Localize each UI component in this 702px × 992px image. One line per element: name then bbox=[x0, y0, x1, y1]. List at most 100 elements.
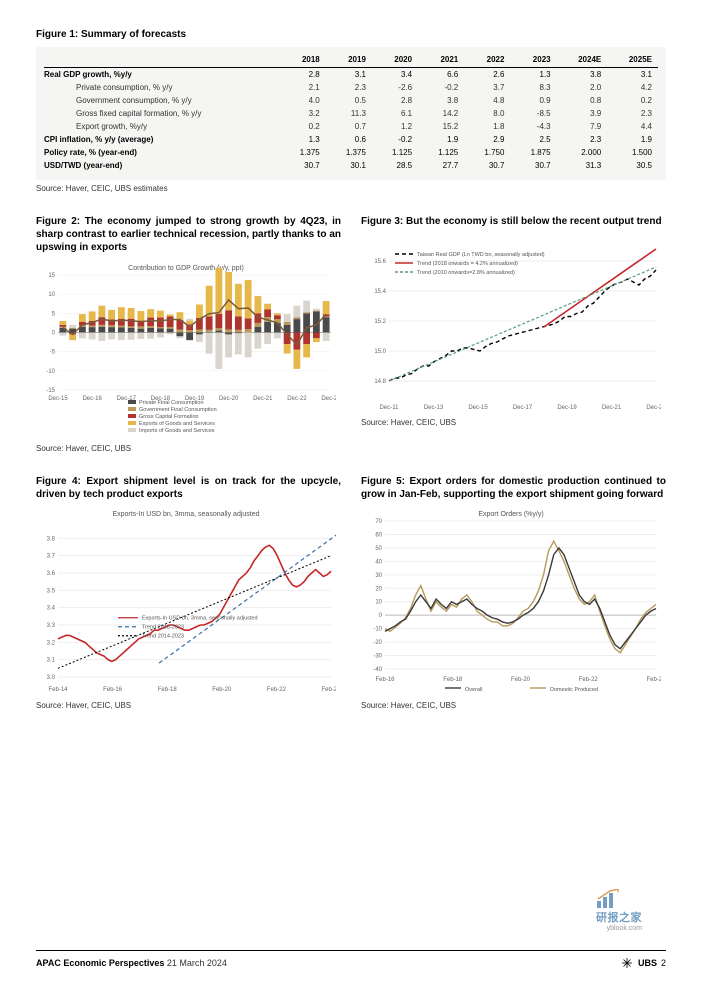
svg-text:Government Final Consumption: Government Final Consumption bbox=[139, 407, 217, 413]
svg-text:Feb-24: Feb-24 bbox=[321, 687, 336, 693]
svg-text:5: 5 bbox=[52, 311, 56, 317]
svg-text:3.8: 3.8 bbox=[47, 536, 56, 542]
svg-text:30: 30 bbox=[375, 573, 382, 579]
footer-doc: APAC Economic Perspectives bbox=[36, 958, 164, 968]
svg-text:Gross Capital Formation: Gross Capital Formation bbox=[139, 414, 199, 420]
svg-text:60: 60 bbox=[375, 532, 382, 538]
footer-date: 21 March 2024 bbox=[167, 958, 227, 968]
figure4-title: Figure 4: Export shipment level is on tr… bbox=[36, 475, 341, 501]
figure1-table-wrap: 2018201920202021202220232024E2025E Real … bbox=[36, 47, 666, 180]
svg-text:3.2: 3.2 bbox=[47, 640, 56, 646]
row-figs-4-5: Figure 4: Export shipment level is on tr… bbox=[36, 475, 666, 710]
svg-text:Trend (2018 onwards = 4.2% ann: Trend (2018 onwards = 4.2% annualized) bbox=[417, 261, 518, 267]
svg-text:3.0: 3.0 bbox=[47, 675, 56, 681]
footer-brand: UBS bbox=[638, 958, 657, 968]
svg-text:Contribution to GDP Growth (y/: Contribution to GDP Growth (y/y, ppt) bbox=[128, 265, 244, 272]
watermark: 研报之家 yblook.com bbox=[596, 889, 642, 932]
svg-text:Feb-20: Feb-20 bbox=[212, 687, 232, 693]
footer-page: 2 bbox=[661, 958, 666, 968]
svg-text:10: 10 bbox=[375, 600, 382, 606]
watermark-text: 研报之家 bbox=[596, 912, 642, 924]
figure1-source: Source: Haver, CEIC, UBS estimates bbox=[36, 184, 666, 193]
svg-text:3.1: 3.1 bbox=[47, 658, 56, 664]
svg-text:Feb-22: Feb-22 bbox=[267, 687, 287, 693]
table-row: Government consumption, % y/y4.00.52.83.… bbox=[44, 94, 658, 107]
figure1-table: 2018201920202021202220232024E2025E Real … bbox=[44, 53, 658, 172]
svg-text:-10: -10 bbox=[373, 627, 382, 633]
svg-text:3.4: 3.4 bbox=[47, 606, 56, 612]
svg-text:3.7: 3.7 bbox=[47, 554, 56, 560]
svg-text:Trend 2018-2023: Trend 2018-2023 bbox=[142, 625, 184, 631]
svg-text:3.3: 3.3 bbox=[47, 623, 56, 629]
figure5-source: Source: Haver, CEIC, UBS bbox=[361, 701, 666, 710]
svg-text:-5: -5 bbox=[50, 350, 56, 356]
svg-text:Dec-21: Dec-21 bbox=[602, 405, 622, 411]
svg-text:40: 40 bbox=[375, 559, 382, 565]
figure3-source: Source: Haver, CEIC, UBS bbox=[361, 418, 666, 427]
svg-text:Exports-In USD bn, 3mma, seaso: Exports-In USD bn, 3mma, seasonally adju… bbox=[112, 511, 259, 518]
svg-text:Dec-22: Dec-22 bbox=[287, 396, 307, 402]
svg-text:Private Final Consumption: Private Final Consumption bbox=[139, 400, 204, 406]
table-row: Export growth, %y/y0.20.71.215.21.8-4.37… bbox=[44, 120, 658, 133]
svg-text:0: 0 bbox=[52, 331, 56, 337]
svg-text:Dec-20: Dec-20 bbox=[219, 396, 239, 402]
svg-text:Feb-16: Feb-16 bbox=[103, 687, 123, 693]
svg-text:70: 70 bbox=[375, 519, 382, 525]
svg-text:Feb-24: Feb-24 bbox=[646, 677, 661, 683]
table-row: USD/TWD (year-end)30.730.128.527.730.730… bbox=[44, 159, 658, 172]
svg-text:-30: -30 bbox=[373, 654, 382, 660]
figure1-title: Figure 1: Summary of forecasts bbox=[36, 28, 666, 41]
svg-text:15.2: 15.2 bbox=[374, 319, 386, 325]
figure2: Figure 2: The economy jumped to strong g… bbox=[36, 215, 341, 453]
svg-text:15.4: 15.4 bbox=[374, 289, 386, 295]
svg-text:Dec-15: Dec-15 bbox=[468, 405, 488, 411]
svg-text:Overall: Overall bbox=[465, 687, 482, 693]
svg-text:Feb-18: Feb-18 bbox=[443, 677, 463, 683]
svg-text:Dec-13: Dec-13 bbox=[424, 405, 444, 411]
figure3: Figure 3: But the economy is still below… bbox=[361, 215, 666, 453]
figure2-source: Source: Haver, CEIC, UBS bbox=[36, 444, 341, 453]
svg-text:15.6: 15.6 bbox=[374, 259, 386, 265]
svg-text:Trend (2010 onwards=2.8% annua: Trend (2010 onwards=2.8% annualized) bbox=[417, 270, 515, 276]
svg-text:Dec-16: Dec-16 bbox=[82, 396, 102, 402]
svg-text:15: 15 bbox=[48, 273, 55, 279]
figure4-source: Source: Haver, CEIC, UBS bbox=[36, 701, 341, 710]
ubs-logo-icon bbox=[620, 956, 634, 970]
svg-text:3.6: 3.6 bbox=[47, 571, 56, 577]
figure4-chart: Exports-In USD bn, 3mma, seasonally adju… bbox=[36, 507, 336, 697]
svg-text:Dec-17: Dec-17 bbox=[513, 405, 533, 411]
figure5: Figure 5: Export orders for domestic pro… bbox=[361, 475, 666, 710]
figure5-title: Figure 5: Export orders for domestic pro… bbox=[361, 475, 666, 501]
svg-text:Trend 2014-2023: Trend 2014-2023 bbox=[142, 634, 184, 640]
svg-text:15.0: 15.0 bbox=[374, 349, 386, 355]
svg-text:Dec-23: Dec-23 bbox=[321, 396, 336, 402]
svg-text:Dec-23: Dec-23 bbox=[646, 405, 661, 411]
svg-text:-20: -20 bbox=[373, 640, 382, 646]
svg-text:Exports-In USD bn, 3mma, seaso: Exports-In USD bn, 3mma, seasonally adju… bbox=[142, 616, 258, 622]
watermark-icon bbox=[596, 889, 622, 909]
svg-text:Dec-15: Dec-15 bbox=[48, 396, 68, 402]
figure4: Figure 4: Export shipment level is on tr… bbox=[36, 475, 341, 710]
svg-text:Imports of Goods and Services: Imports of Goods and Services bbox=[139, 428, 215, 434]
table-row: Gross fixed capital formation, % y/y3.21… bbox=[44, 107, 658, 120]
svg-text:Export Orders (%y/y): Export Orders (%y/y) bbox=[478, 511, 543, 518]
svg-text:Feb-16: Feb-16 bbox=[375, 677, 395, 683]
figure3-chart: 14.815.015.215.415.6Dec-11Dec-13Dec-15De… bbox=[361, 234, 661, 414]
svg-text:50: 50 bbox=[375, 546, 382, 552]
figure1: Figure 1: Summary of forecasts 201820192… bbox=[36, 28, 666, 193]
svg-text:-40: -40 bbox=[373, 667, 382, 673]
svg-text:-15: -15 bbox=[46, 388, 55, 394]
svg-text:-10: -10 bbox=[46, 369, 55, 375]
footer-right: UBS 2 bbox=[620, 956, 666, 970]
figure5-chart: Export Orders (%y/y) -40 -30 -20 -10 0 10 20 30 4… bbox=[361, 507, 661, 697]
svg-text:Taiwan Real GDP (Ln TWD bn, se: Taiwan Real GDP (Ln TWD bn, seasonally a… bbox=[417, 252, 545, 258]
table-row: Real GDP growth, %y/y2.83.13.46.62.61.33… bbox=[44, 68, 658, 82]
figure2-chart: Contribution to GDP Growth (y/y, ppt) -15… bbox=[36, 260, 336, 440]
svg-text:Dec-11: Dec-11 bbox=[380, 405, 400, 411]
svg-text:Feb-22: Feb-22 bbox=[579, 677, 599, 683]
svg-text:0: 0 bbox=[379, 613, 383, 619]
svg-text:Feb-18: Feb-18 bbox=[158, 687, 178, 693]
svg-text:20: 20 bbox=[375, 586, 382, 592]
table-row: CPI inflation, % y/y (average)1.30.6-0.2… bbox=[44, 133, 658, 146]
svg-text:Dec-21: Dec-21 bbox=[253, 396, 273, 402]
